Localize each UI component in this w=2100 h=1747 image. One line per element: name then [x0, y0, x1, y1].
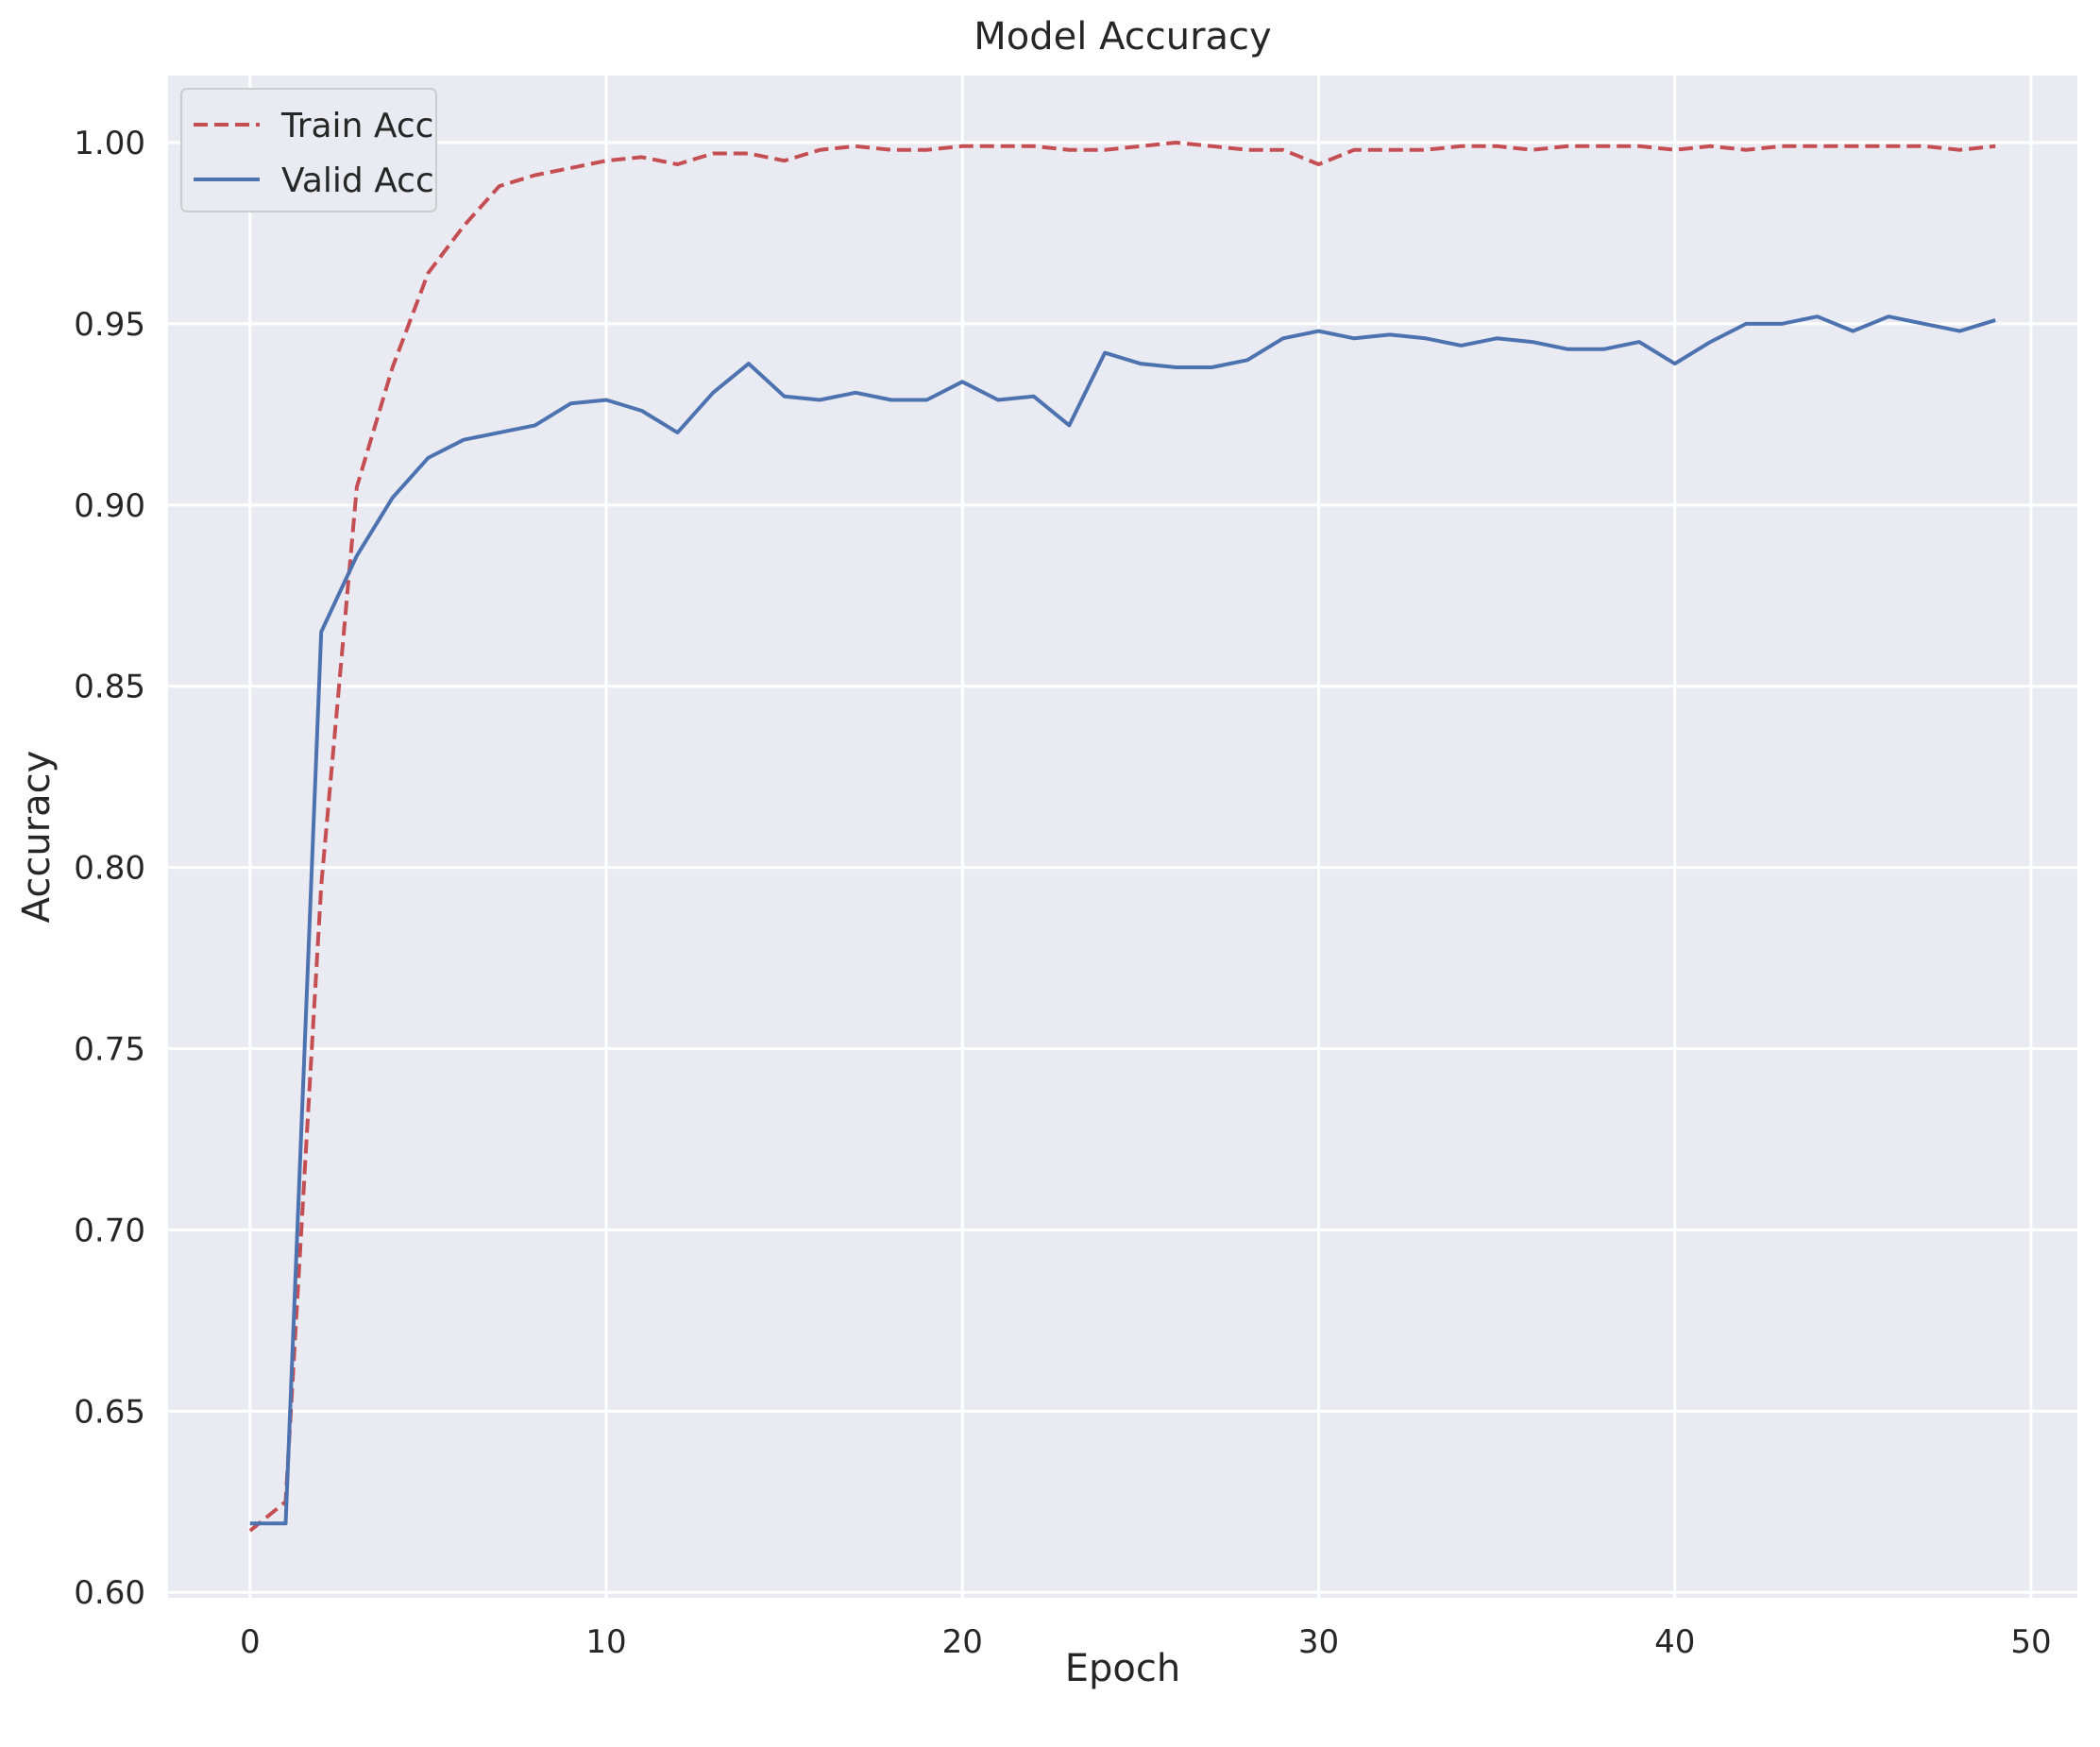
plot-area [168, 76, 2077, 1598]
y-tick-label: 0.95 [74, 306, 145, 344]
y-tick-label: 0.75 [74, 1031, 145, 1069]
x-tick-label: 30 [1298, 1623, 1339, 1661]
series-line-train [248, 141, 1996, 1533]
x-tick-label: 20 [942, 1623, 983, 1661]
chart-title: Model Accuracy [974, 15, 1271, 59]
y-tick-label: 0.70 [74, 1212, 145, 1249]
y-tick-label: 0.80 [74, 850, 145, 888]
y-tick-label: 1.00 [74, 125, 145, 162]
y-tick-label: 0.60 [74, 1574, 145, 1612]
x-axis-label: Epoch [1065, 1647, 1180, 1690]
legend: Train Acc Valid Acc [180, 88, 437, 212]
y-tick-label: 0.65 [74, 1393, 145, 1431]
x-tick-label: 10 [585, 1623, 626, 1661]
series-lines [248, 141, 1996, 1533]
y-tick-labels: 0.60 0.65 0.70 0.75 0.80 0.85 0.90 0.95 1.00 [74, 125, 145, 1612]
legend-label-valid: Valid Acc [281, 161, 434, 200]
y-tick-label: 0.90 [74, 487, 145, 525]
series-line-valid [249, 314, 1996, 1526]
y-axis-label: Accuracy [15, 751, 59, 924]
y-tick-label: 0.85 [74, 669, 145, 706]
x-tick-label: 0 [240, 1623, 261, 1661]
legend-label-train: Train Acc [280, 107, 433, 145]
x-tick-label: 50 [2010, 1623, 2051, 1661]
x-tick-labels: 0 10 20 30 40 50 [240, 1623, 2052, 1661]
grid-lines [168, 76, 2077, 1598]
x-tick-label: 40 [1654, 1623, 1695, 1661]
